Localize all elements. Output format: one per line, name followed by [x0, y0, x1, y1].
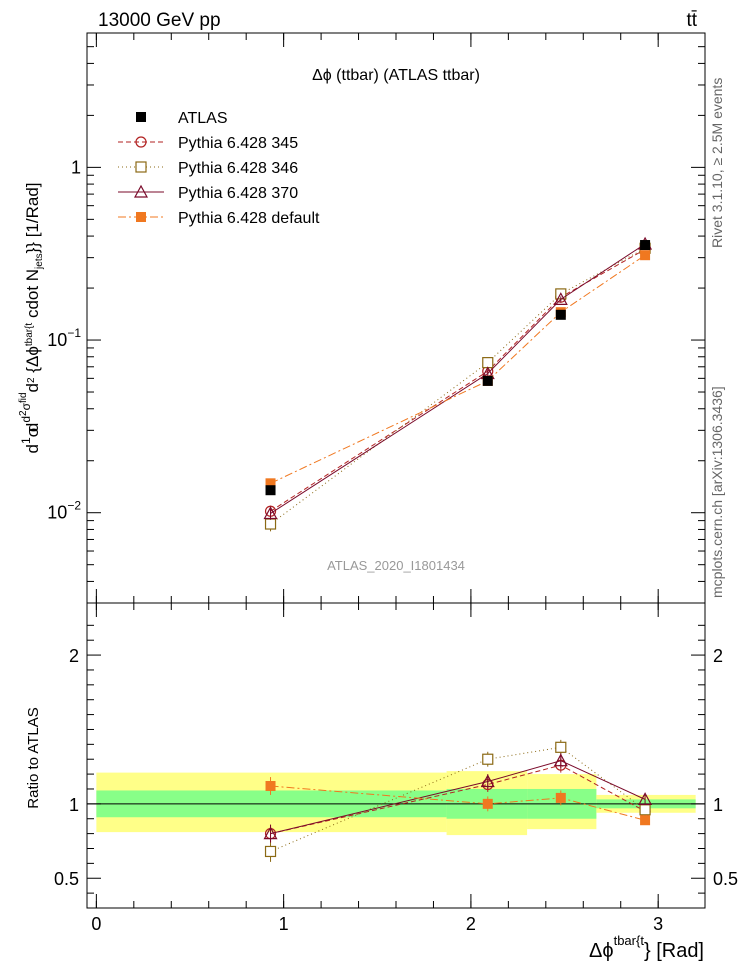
ratio-ylabel: Ratio to ATLAS — [25, 707, 42, 808]
legend: ATLAS Pythia 6.428 345 Pythia 6.428 346 Pyt… — [118, 110, 320, 227]
rivet-label: Rivet 3.1.10, ≥ 2.5M events — [709, 78, 725, 248]
source-label: mcplots.cern.ch [arXiv:1306.3436] — [709, 386, 725, 598]
main-marks — [263, 236, 653, 532]
ratio-series-marker — [480, 774, 495, 788]
ratio-x-tick-label: 0 — [91, 914, 101, 934]
legend-label: ATLAS — [178, 110, 228, 127]
ratio-series-marker — [555, 741, 567, 753]
main-y-tick-label: 10−1 — [47, 326, 81, 350]
ratio-y-tick-label-right: 1 — [713, 795, 723, 815]
ratio-y-tick-label-left: 0.5 — [54, 869, 79, 889]
ratio-panel: 0.5 0.5 1 1 2 2 0 1 2 3 Ratio to ATLAS Δϕtbar{t} … — [25, 602, 738, 962]
xlabel-sup: tbar{t — [614, 933, 645, 948]
main-ylabel: d1σ dd2σfidd2 {Δϕtbar{t cdot Njets}} [1/… — [18, 182, 45, 453]
legend-marker — [136, 212, 146, 222]
main-panel: 10−2 10−1 1 Δϕ (ttbar) (ATLAS ttbar) ATLAS… — [18, 32, 706, 604]
ratio-y-tick-label-left: 2 — [69, 646, 79, 666]
legend-marker — [135, 136, 147, 148]
ratio-series-line — [270, 764, 646, 835]
ratio-series-marker — [638, 792, 653, 805]
main-title: Δϕ (ttbar) (ATLAS ttbar) — [312, 67, 480, 84]
main-series-line — [270, 243, 646, 514]
ratio-series-line — [270, 760, 646, 835]
main-series-marker — [482, 357, 494, 369]
ratio-y-tick-label-left: 1 — [69, 795, 79, 815]
legend-label: Pythia 6.428 370 — [178, 185, 298, 202]
ratio-series-marker — [265, 781, 276, 791]
main-series-marker — [553, 292, 568, 305]
ratio-series-line — [270, 785, 646, 821]
ratio-axes: 0.5 0.5 1 1 2 2 0 1 2 3 — [54, 603, 738, 934]
ratio-xlabel: Δϕtbar{t} [Rad] — [589, 933, 704, 962]
process-label: tt̄ — [686, 10, 697, 31]
atlas-data-point — [555, 309, 566, 320]
legend-marker — [133, 184, 149, 198]
ratio-x-tick-label: 2 — [466, 914, 476, 934]
main-axes: 10−2 10−1 1 — [47, 32, 705, 604]
ratio-series-marker — [263, 826, 278, 840]
main-series-marker — [640, 250, 651, 261]
main-y-tick-label: 1 — [71, 157, 81, 177]
legend-marker — [135, 161, 147, 173]
ratio-series-marker — [555, 792, 566, 803]
main-series-line — [270, 248, 646, 512]
watermark: ATLAS_2020_I1801434 — [327, 558, 465, 573]
legend-label: Pythia 6.428 345 — [178, 135, 298, 152]
legend-label: Pythia 6.428 default — [178, 210, 320, 227]
ratio-series-marker — [264, 845, 277, 858]
ratio-series-marker — [482, 798, 493, 809]
ratio-y-tick-label-right: 2 — [713, 646, 723, 666]
main-series-line — [270, 254, 646, 484]
atlas-data-point — [640, 240, 651, 251]
legend-label: Pythia 6.428 346 — [178, 160, 298, 177]
atlas-data-point — [482, 375, 493, 386]
ratio-series-marker — [482, 753, 494, 765]
atlas-data-point — [265, 485, 276, 496]
ratio-y-tick-label-right: 0.5 — [713, 869, 738, 889]
ratio-series-marker — [639, 804, 651, 816]
ratio-series-marker — [553, 753, 568, 767]
svg-text:d1σ dd2σfidd2 {Δϕtbar{t cdot N: d1σ dd2σfidd2 {Δϕtbar{t cdot Njets}} [1/… — [18, 182, 45, 453]
main-series-marker — [264, 518, 277, 530]
main-series-marker — [265, 478, 276, 489]
ratio-x-tick-label: 1 — [279, 914, 289, 934]
ratio-x-tick-label: 3 — [653, 914, 663, 934]
xlabel-tail: } [Rad] — [644, 940, 704, 962]
main-series-marker — [263, 506, 278, 520]
xlabel-main: Δϕ — [589, 940, 614, 962]
main-y-tick-label: 10−2 — [47, 499, 81, 523]
legend-marker — [136, 112, 146, 122]
ratio-frame — [86, 602, 706, 909]
main-series-line — [270, 247, 646, 525]
ratio-marks — [263, 739, 653, 862]
energy-label: 13000 GeV pp — [98, 10, 221, 31]
ratio-series-marker — [640, 815, 651, 826]
